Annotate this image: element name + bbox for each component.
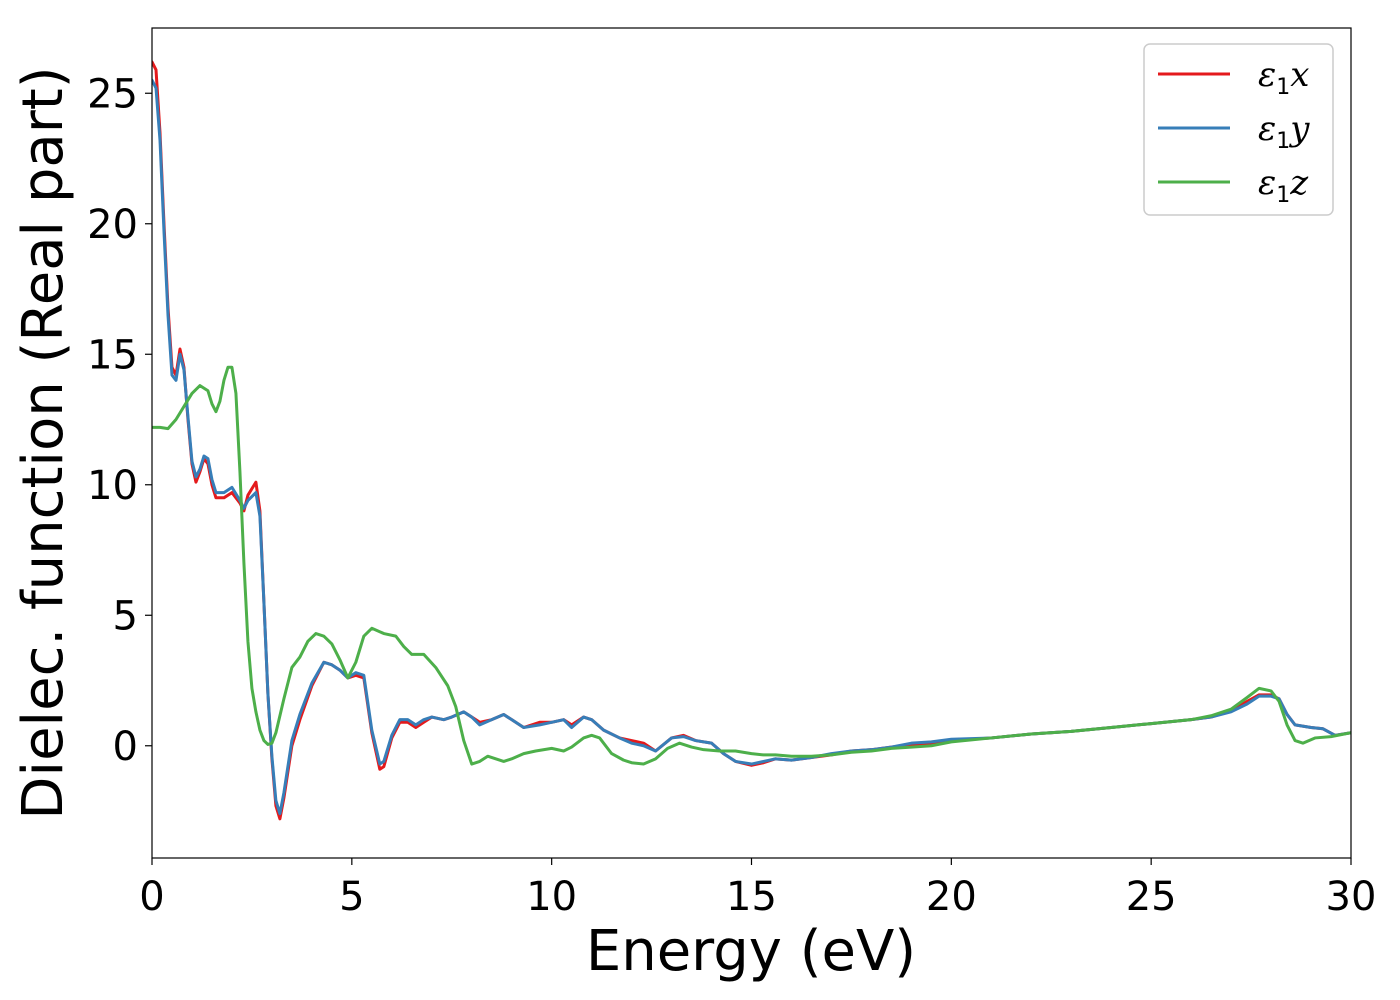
x-tick-label: 5 — [339, 874, 364, 920]
x-axis-label: Energy (eV) — [586, 919, 916, 984]
legend-label-z: ε1z — [1258, 163, 1309, 208]
x-tick-label: 15 — [726, 874, 777, 920]
y-tick-label: 25 — [87, 71, 138, 117]
series-line-z — [152, 365, 1351, 766]
x-tick-label: 20 — [926, 874, 977, 920]
x-tick-label: 10 — [526, 874, 577, 920]
x-tick-label: 30 — [1326, 874, 1377, 920]
y-tick-label: 0 — [113, 724, 138, 770]
x-tick-label: 25 — [1126, 874, 1177, 920]
y-axis-label: Dielec. function (Real part) — [11, 66, 76, 819]
x-tick-label: 0 — [139, 874, 164, 920]
y-tick-label: 20 — [87, 202, 138, 248]
y-tick-label: 15 — [87, 332, 138, 378]
y-tick-label: 10 — [87, 463, 138, 509]
y-tick-label: 5 — [113, 593, 138, 639]
legend-label-x: ε1x — [1258, 55, 1309, 100]
legend-label-y: ε1y — [1258, 109, 1310, 154]
legend-box — [1143, 43, 1334, 216]
legend: ε1x ε1y ε1z — [1143, 43, 1334, 216]
x-axis: 0 5 10 15 20 25 30 — [139, 858, 1376, 920]
series-layer — [152, 60, 1351, 821]
y-axis: 0 5 10 15 20 25 — [87, 71, 152, 770]
